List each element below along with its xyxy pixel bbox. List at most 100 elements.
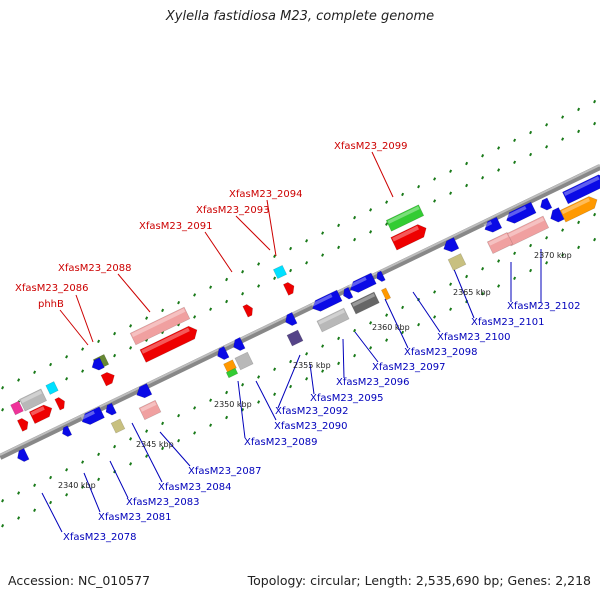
tick-upper-outer (593, 99, 597, 104)
gene-label-2101[interactable]: XfasM23_2101 (471, 317, 545, 328)
gene-cyan-2093[interactable] (272, 264, 288, 280)
tick-upper-inner (385, 222, 389, 226)
gene-pink-2088-highlight (131, 308, 186, 337)
leader-line-blue (109, 460, 129, 499)
leader-line-blue (342, 338, 345, 379)
gene-label-2090[interactable]: XfasM23_2090 (274, 421, 348, 432)
gene-red-2086[interactable] (28, 402, 54, 425)
gene-label-2087[interactable]: XfasM23_2087 (188, 466, 262, 477)
gene-label-2084[interactable]: XfasM23_2084 (158, 482, 232, 493)
gene-label-phhb[interactable]: phhB (38, 299, 64, 310)
gene-blue-2102-top[interactable] (562, 172, 600, 205)
gene-darkgray-2096[interactable] (350, 291, 380, 315)
tick-upper-inner (241, 292, 245, 296)
gene-gray-2090-shape (234, 351, 254, 371)
gene-label-2081[interactable]: XfasM23_2081 (98, 512, 172, 523)
leader-line-red (117, 273, 151, 313)
gene-blue-2101b-shape (550, 207, 565, 223)
gene-blue-2100[interactable] (482, 216, 503, 235)
gene-label-2097[interactable]: XfasM23_2097 (372, 362, 446, 373)
gene-gray-2095[interactable] (316, 307, 350, 333)
gene-blue-2098[interactable] (375, 270, 386, 283)
gene-red-2087[interactable] (100, 370, 117, 387)
tick-lower-inner (545, 236, 549, 240)
gene-blue-2097[interactable] (348, 272, 377, 295)
tick-lower-outer (497, 284, 501, 288)
gene-blue-2083b[interactable] (104, 402, 117, 417)
gene-label-2092[interactable]: XfasM23_2092 (275, 406, 349, 417)
gene-label-2094[interactable]: XfasM23_2094 (229, 189, 303, 200)
gene-cyan-2086[interactable] (45, 381, 59, 395)
tick-upper-inner (129, 346, 133, 350)
tick-lower-inner (129, 437, 133, 441)
tick-lower-inner (225, 390, 229, 395)
map-title: Xylella fastidiosa M23, complete genome (165, 9, 435, 24)
gene-label-2099[interactable]: XfasM23_2099 (334, 141, 408, 152)
tick-upper-outer (113, 331, 117, 336)
tick-lower-outer (209, 423, 213, 427)
tick-upper-outer (129, 324, 133, 328)
leader-line-blue (384, 298, 409, 349)
tick-upper-inner (273, 276, 277, 280)
tick-upper-outer (529, 130, 533, 135)
gene-pink-2100[interactable] (486, 231, 514, 255)
gene-purple-2092[interactable] (286, 329, 304, 347)
gene-blue-2100b[interactable] (441, 237, 460, 255)
gene-blue-2087b[interactable] (134, 383, 153, 401)
tick-upper-outer (369, 208, 373, 212)
tick-lower-inner (577, 220, 581, 225)
gene-red-2086b[interactable] (54, 396, 67, 411)
gene-blue-phhb[interactable] (90, 357, 105, 373)
tick-upper-outer (577, 107, 581, 112)
gene-label-2091[interactable]: XfasM23_2091 (139, 221, 213, 232)
tick-lower-outer (33, 508, 37, 512)
tick-lower-inner (49, 475, 53, 480)
gene-blue-2084[interactable] (79, 406, 105, 427)
gene-label-2096[interactable]: XfasM23_2096 (336, 377, 410, 388)
gene-blue-2078[interactable] (15, 448, 30, 463)
gene-red-2094[interactable] (282, 281, 296, 296)
gene-blue-2078-shape (17, 448, 30, 462)
gene-label-2078[interactable]: XfasM23_2078 (63, 532, 137, 543)
gene-blue-2098-shape (376, 270, 386, 283)
gene-gray-2090[interactable] (234, 351, 254, 371)
gene-pink-2088[interactable] (129, 306, 191, 346)
gene-green-2099[interactable] (385, 204, 425, 232)
gene-blue-2083[interactable] (60, 425, 73, 438)
gene-blue-2101[interactable] (504, 201, 537, 226)
gene-green-2089[interactable] (225, 367, 239, 379)
gene-blue-2090[interactable] (231, 337, 246, 352)
gene-labels-top: XfasM23_2099 XfasM23_2094 XfasM23_2093 X… (15, 141, 408, 310)
gene-blue-2102-top-highlight (563, 176, 600, 196)
gene-label-2088[interactable]: XfasM23_2088 (58, 263, 132, 274)
gene-red-2099[interactable] (390, 222, 430, 251)
gene-blue-2087b-shape (136, 383, 153, 399)
gene-khaki-2084[interactable] (110, 418, 126, 434)
gene-blue-2096[interactable] (310, 289, 343, 314)
tick-lower-outer (513, 276, 517, 281)
gene-blue-2084-shape (81, 406, 105, 425)
gene-khaki-2100[interactable] (447, 253, 467, 271)
gene-red-2085b[interactable] (16, 417, 30, 432)
gene-label-2100[interactable]: XfasM23_2100 (437, 332, 511, 343)
gene-label-2098[interactable]: XfasM23_2098 (404, 347, 478, 358)
gene-label-2095[interactable]: XfasM23_2095 (310, 393, 384, 404)
gene-pink-2087[interactable] (138, 399, 162, 421)
gene-blue-2102b[interactable] (538, 197, 553, 212)
gene-red-2091[interactable] (242, 303, 255, 318)
gene-red-2088[interactable] (139, 324, 200, 363)
gene-label-2093[interactable]: XfasM23_2093 (196, 205, 270, 216)
gene-orange-2102[interactable] (559, 194, 600, 223)
gene-label-2083[interactable]: XfasM23_2083 (126, 497, 200, 508)
gene-orange-2098[interactable] (380, 287, 392, 301)
gene-blue-2089b[interactable] (215, 346, 230, 361)
gene-magenta-2085[interactable] (10, 400, 24, 416)
gene-label-2086[interactable]: XfasM23_2086 (15, 283, 89, 294)
gene-blue-2101b[interactable] (548, 207, 565, 225)
gene-blue-2097b[interactable] (341, 286, 354, 300)
gene-label-2102[interactable]: XfasM23_2102 (507, 301, 581, 312)
gene-blue-2092[interactable] (283, 312, 298, 327)
gene-gray-2085[interactable] (18, 388, 48, 412)
gene-label-2089[interactable]: XfasM23_2089 (244, 437, 318, 448)
gene-blue-2096-shape (312, 289, 343, 312)
